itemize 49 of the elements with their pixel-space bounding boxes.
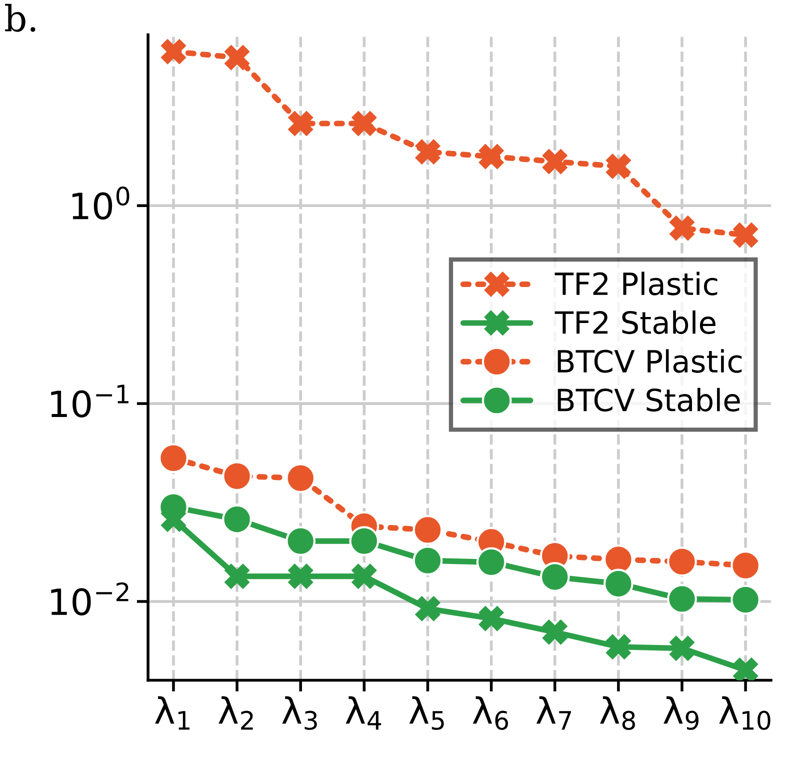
x-tick-label: λ$_{9}$ (664, 696, 699, 730)
legend-label: TF2 Plastic (554, 272, 718, 296)
point (606, 154, 631, 179)
text: b. (5, 4, 36, 32)
point (733, 222, 758, 248)
point (288, 111, 314, 136)
legend-label: BTCV Stable (558, 388, 740, 412)
y-tick-label: 10$^{0}$ (72, 186, 130, 220)
point (412, 514, 443, 545)
y-tick-label: 10$^{−1}$ (51, 384, 128, 418)
point (667, 584, 697, 614)
point (540, 562, 570, 592)
point (286, 526, 316, 556)
point (667, 546, 697, 577)
x-tick-label: λ$_{5}$ (409, 696, 444, 730)
legend-label: TF2 Stable (554, 310, 716, 334)
point (542, 620, 568, 645)
point (478, 144, 504, 170)
point (158, 443, 188, 474)
point (730, 584, 760, 615)
point (730, 550, 760, 580)
point (352, 111, 377, 136)
point (542, 149, 568, 174)
point (733, 658, 758, 680)
point (603, 568, 634, 599)
point (288, 564, 314, 589)
x-tick-label: λ$_{4}$ (346, 696, 382, 730)
point (669, 636, 694, 661)
point (349, 526, 380, 556)
point (478, 606, 504, 632)
point (224, 564, 250, 589)
point (415, 596, 440, 622)
x-tick-label: λ$_{6}$ (472, 696, 508, 730)
point (224, 45, 250, 70)
point (160, 39, 186, 64)
x-tick-label: λ$_{7}$ (536, 696, 571, 730)
y-tick-label: 10$^{−2}$ (51, 582, 128, 616)
point (476, 547, 506, 578)
x-tick-label: λ$_{1}$ (155, 696, 190, 730)
point (669, 216, 694, 241)
x-tick-label: λ$_{3}$ (282, 696, 317, 730)
x-tick-label: λ$_{2}$ (218, 696, 253, 730)
legend-label: BTCV Plastic (558, 349, 742, 373)
point (415, 139, 440, 164)
x-tick-label: λ$_{10}$ (719, 696, 770, 730)
point (352, 564, 377, 589)
x-tick-label: λ$_{8}$ (600, 696, 635, 730)
point (606, 634, 631, 660)
point (412, 546, 443, 576)
